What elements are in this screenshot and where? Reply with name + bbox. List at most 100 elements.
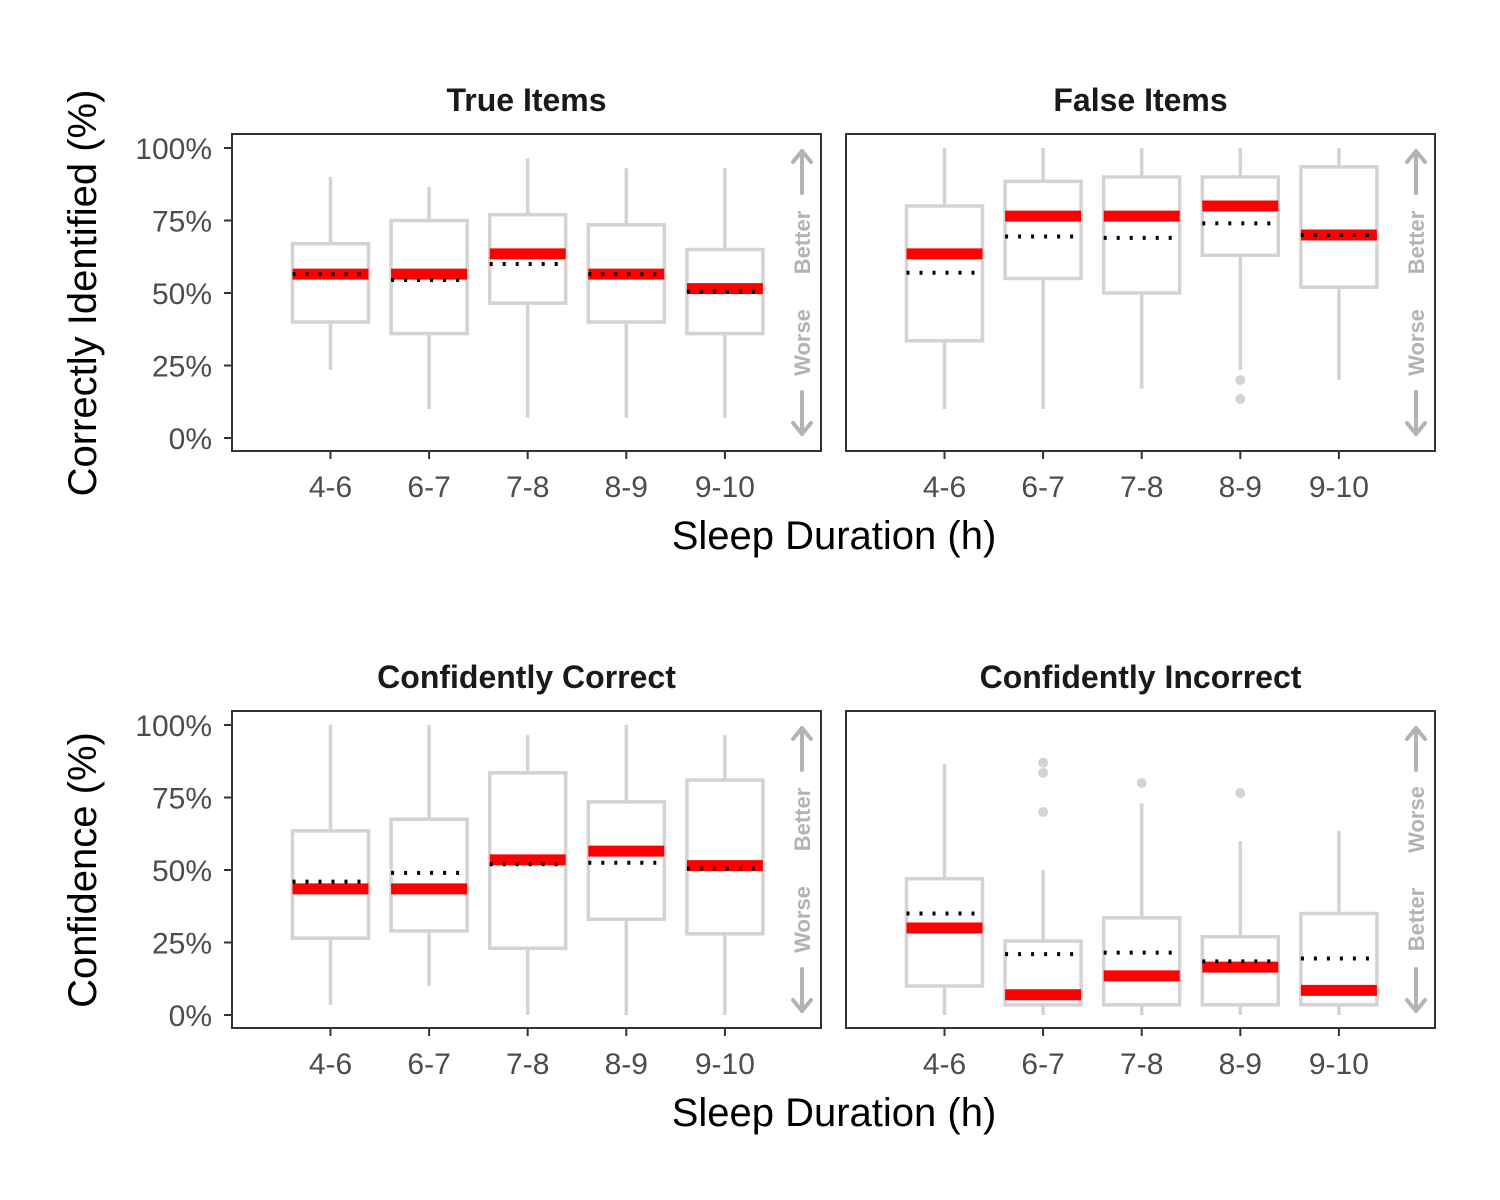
outlier-point: [1038, 757, 1049, 768]
direction-indicator: Better Worse: [790, 726, 815, 1013]
box-8-9: [586, 168, 667, 418]
direction-bottom-label: Worse: [790, 886, 815, 953]
box-4-6: [290, 725, 371, 1005]
arrow-down-icon: [791, 998, 813, 1013]
y-tick-label: 50%: [152, 855, 212, 888]
y-tick-label: 0%: [169, 423, 212, 456]
iqr-box: [685, 778, 765, 936]
arrow-up-icon: [791, 726, 813, 741]
iqr-box: [389, 817, 469, 933]
panel-frame: [845, 133, 1436, 452]
direction-indicator: Worse Better: [1404, 726, 1429, 1013]
iqr-box: [1101, 175, 1182, 295]
panel-title: False Items: [1053, 82, 1227, 118]
direction-indicator: Better Worse: [1404, 149, 1429, 436]
direction-top-label: Worse: [1404, 786, 1429, 853]
y-tick-label: 75%: [152, 783, 212, 816]
arrow-down-icon: [1405, 998, 1427, 1013]
x-tick-label: 4-6: [309, 471, 352, 504]
arrow-up-icon: [1405, 149, 1427, 164]
x-tick-label: 4-6: [923, 1048, 966, 1081]
x-axis-title-top: Sleep Duration (h): [672, 514, 997, 558]
box-8-9: [1200, 148, 1281, 404]
panel-2: False Items 4-6 6-7 7-8 8-9 9-10 Better Worse: [845, 82, 1436, 504]
y-axis-title-bottom: Confidence (%): [61, 732, 105, 1008]
x-tick-label: 6-7: [1021, 1048, 1064, 1081]
direction-top-label: Better: [1404, 210, 1429, 274]
panel-title: True Items: [446, 82, 606, 118]
iqr-box: [1101, 916, 1182, 1007]
box-7-8: [487, 158, 568, 418]
box-9-10: [1299, 148, 1379, 380]
x-axis-title-bottom: Sleep Duration (h): [672, 1091, 997, 1135]
arrow-up-icon: [1405, 726, 1427, 741]
iqr-box: [1299, 165, 1379, 289]
x-tick-label: 7-8: [1120, 1048, 1163, 1081]
outlier-point: [1235, 375, 1246, 385]
box-8-9: [586, 725, 667, 1015]
box-7-8: [1101, 778, 1182, 1015]
x-tick-label: 9-10: [1309, 1048, 1369, 1081]
panel-title: Confidently Correct: [377, 659, 676, 695]
iqr-box: [290, 241, 371, 324]
panel-4: Confidently Incorrect 4-6 6-7 7-8 8-9 9-10 Wor…: [845, 659, 1436, 1081]
y-tick-label: 75%: [152, 206, 212, 239]
direction-top-label: Better: [790, 787, 815, 851]
outlier-point: [1235, 393, 1246, 404]
y-tick-label: 50%: [152, 278, 212, 311]
x-tick-label: 9-10: [1309, 471, 1369, 504]
x-tick-label: 8-9: [1219, 1048, 1262, 1081]
panel-title: Confidently Incorrect: [980, 659, 1302, 695]
direction-top-label: Better: [790, 210, 815, 274]
x-tick-label: 4-6: [309, 1048, 352, 1081]
x-tick-label: 8-9: [605, 1048, 648, 1081]
panel-frame: [845, 710, 1436, 1029]
box-9-10: [685, 168, 765, 418]
box-6-7: [389, 725, 469, 986]
iqr-box: [1003, 179, 1083, 281]
outlier-point: [1235, 788, 1246, 799]
panel-3: Confidently Correct 0% 25% 50% 75% 100% 4-6 6-7…: [135, 659, 822, 1081]
arrow-up-icon: [791, 149, 813, 164]
x-tick-label: 7-8: [506, 1048, 549, 1081]
box-4-6: [290, 177, 371, 370]
x-tick-label: 8-9: [605, 471, 648, 504]
outlier-point: [1038, 767, 1049, 778]
direction-bottom-label: Worse: [790, 309, 815, 376]
y-tick-label: 100%: [135, 133, 212, 166]
iqr-box: [586, 800, 667, 922]
x-tick-label: 4-6: [923, 471, 966, 504]
box-7-8: [1101, 148, 1182, 389]
iqr-box: [904, 204, 985, 343]
panels: True Items 0% 25% 50% 75% 100% 4-6 6-7 7-8 8-9 9-1…: [135, 82, 1436, 1081]
arrow-down-icon: [791, 421, 813, 436]
direction-bottom-label: Worse: [1404, 309, 1429, 376]
box-8-9: [1200, 788, 1281, 1015]
x-tick-label: 7-8: [506, 471, 549, 504]
x-tick-label: 6-7: [407, 1048, 450, 1081]
x-tick-label: 9-10: [695, 471, 755, 504]
outlier-point: [1038, 807, 1049, 817]
direction-indicator: Better Worse: [790, 149, 815, 436]
box-9-10: [1299, 830, 1379, 1015]
box-9-10: [685, 735, 765, 1015]
arrow-down-icon: [1405, 421, 1427, 436]
x-tick-label: 6-7: [1021, 471, 1064, 504]
box-4-6: [904, 148, 985, 409]
box-4-6: [904, 764, 985, 1015]
y-tick-label: 100%: [135, 710, 212, 743]
iqr-box: [1200, 175, 1281, 258]
panel-1: True Items 0% 25% 50% 75% 100% 4-6 6-7 7-8 8-9 9-1…: [135, 82, 822, 504]
box-6-7: [1003, 148, 1083, 409]
y-axis-title-top: Correctly Identified (%): [61, 90, 105, 497]
box-7-8: [487, 735, 568, 1015]
x-tick-label: 9-10: [695, 1048, 755, 1081]
y-tick-label: 25%: [152, 928, 212, 961]
x-tick-label: 6-7: [407, 471, 450, 504]
box-6-7: [389, 187, 469, 409]
box-6-7: [1003, 757, 1083, 1015]
x-tick-label: 8-9: [1219, 471, 1262, 504]
y-tick-label: 0%: [169, 1000, 212, 1033]
y-tick-label: 25%: [152, 351, 212, 384]
